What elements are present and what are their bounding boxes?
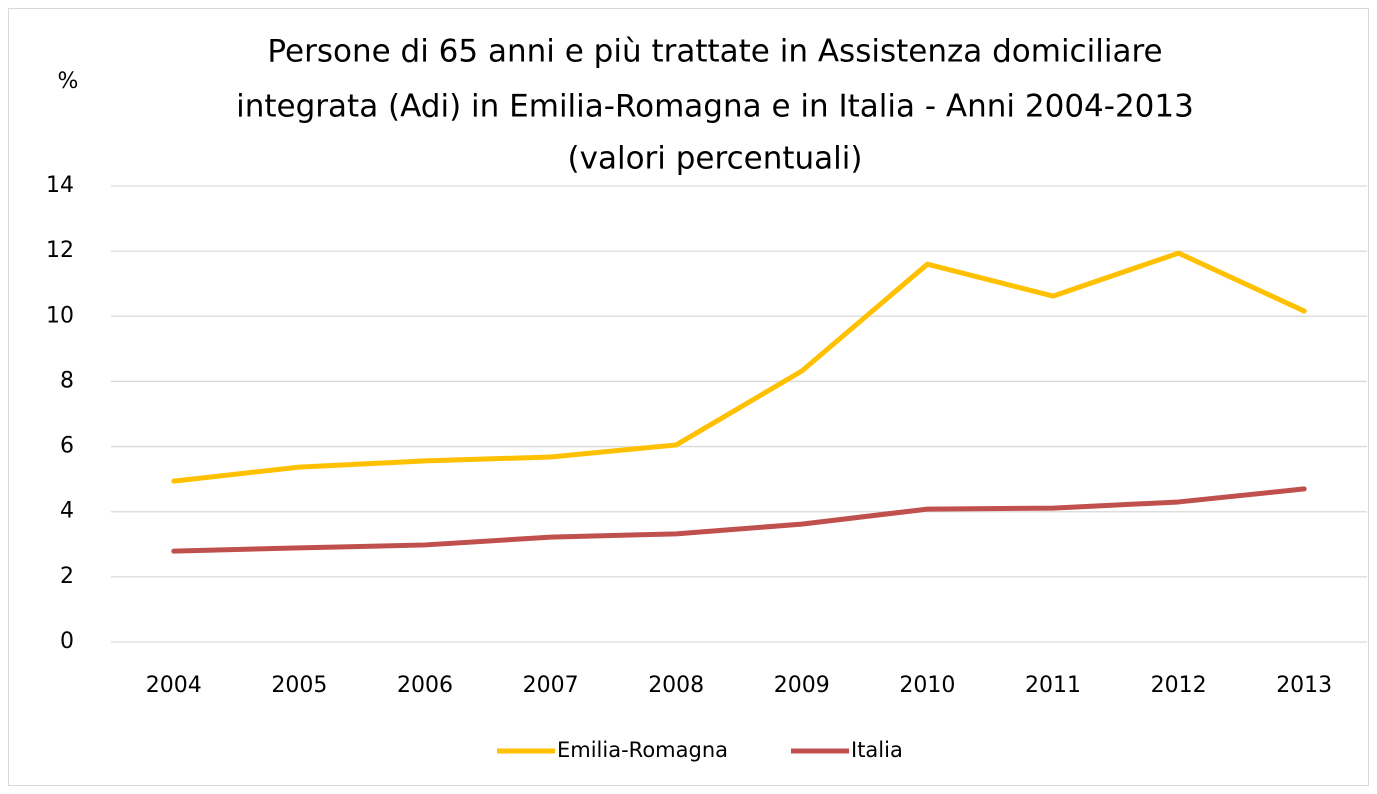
y-tick-label: 6 <box>60 434 74 459</box>
chart-title: integrata (Adi) in Emilia-Romagna e in I… <box>236 89 1194 125</box>
legend-label: Emilia-Romagna <box>557 738 728 762</box>
x-tick-label: 2013 <box>1276 673 1332 698</box>
legend-label: Italia <box>851 738 903 762</box>
y-tick-label: 10 <box>46 303 74 328</box>
y-tick-label: 0 <box>60 629 74 654</box>
series-line <box>171 486 1307 554</box>
x-tick-label: 2009 <box>774 673 830 698</box>
x-tick-label: 2011 <box>1025 673 1081 698</box>
chart-title: Persone di 65 anni e più trattate in Ass… <box>267 34 1162 70</box>
y-tick-label: 14 <box>46 173 74 198</box>
x-tick-label: 2008 <box>648 673 704 698</box>
y-tick-label: 4 <box>60 499 74 524</box>
y-tick-label: 12 <box>46 238 74 263</box>
y-tick-label: 2 <box>60 564 74 589</box>
x-tick-label: 2007 <box>523 673 579 698</box>
x-tick-label: 2010 <box>899 673 955 698</box>
chart-title: (valori percentuali) <box>568 141 863 177</box>
series-line <box>171 250 1307 484</box>
x-tick-label: 2006 <box>397 673 453 698</box>
x-tick-label: 2004 <box>146 673 202 698</box>
y-axis-label: % <box>58 69 79 94</box>
x-tick-label: 2012 <box>1151 673 1207 698</box>
chart-border <box>8 8 1369 786</box>
x-tick-label: 2005 <box>271 673 327 698</box>
y-tick-label: 8 <box>60 368 74 393</box>
